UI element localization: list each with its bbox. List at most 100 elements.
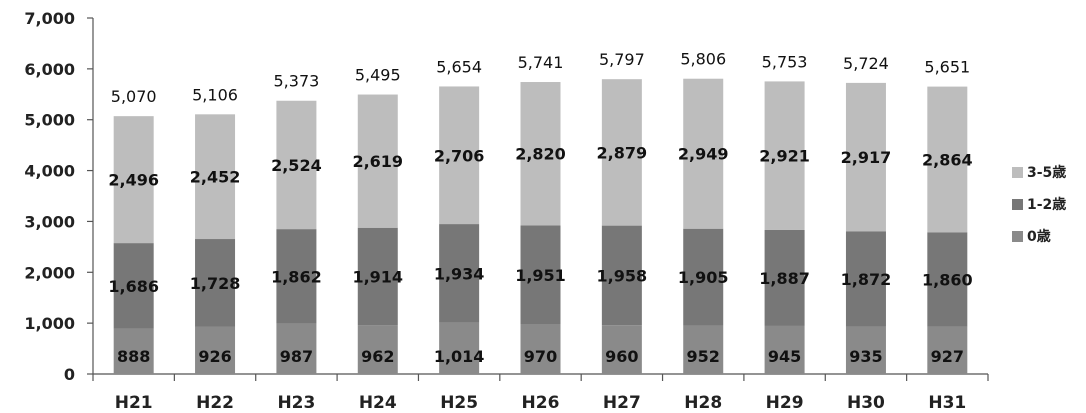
y-tick-label: 0 (64, 365, 75, 384)
x-axis: H21 H22 H23 H24 H25 H26 H27 H28 H29 H30 H31 (92, 373, 989, 413)
bar-segment (683, 228, 724, 326)
bar-segment (520, 82, 561, 226)
total-value-label: 5,741 (518, 53, 564, 72)
segment-value-label: 1,951 (515, 266, 566, 285)
x-tick-label: H30 (847, 393, 885, 413)
bar-segment (764, 229, 805, 326)
bar-segment (439, 322, 480, 374)
x-tick-label: H23 (277, 393, 315, 413)
bar-segment (195, 239, 236, 327)
total-value-label: 5,651 (924, 58, 970, 77)
x-tick-label: H22 (196, 393, 234, 413)
bar-segment (845, 326, 886, 374)
segment-value-label: 1,686 (108, 277, 159, 296)
total-value-label: 5,654 (436, 57, 482, 76)
bar-segment (601, 325, 642, 374)
x-tick-label: H27 (603, 393, 641, 413)
bar-segment (276, 229, 317, 324)
legend-swatch (1012, 167, 1023, 178)
legend-label: 0歳 (1027, 228, 1051, 245)
legend-item: 3-5歳 (1012, 164, 1066, 181)
bar-segment (357, 325, 398, 374)
y-axis: 0 1,000 2,000 3,000 4,000 5,000 6,000 7,000 (24, 9, 94, 384)
total-value-label: 5,724 (843, 54, 889, 73)
segment-value-label: 2,496 (108, 171, 159, 190)
bar-segment (113, 116, 154, 244)
legend-item: 0歳 (1012, 228, 1051, 245)
bar-segment (845, 82, 886, 232)
y-tick-label: 7,000 (24, 9, 75, 28)
segment-value-label: 2,820 (515, 145, 566, 164)
segment-value-label: 1,860 (922, 271, 973, 290)
legend: 3-5歳 1-2歳 0歳 (1012, 164, 1066, 245)
segment-value-label: 2,619 (352, 152, 403, 171)
legend-item: 1-2歳 (1012, 196, 1066, 213)
bar-segment (276, 323, 317, 374)
x-tick-label: H31 (928, 393, 966, 413)
x-tick-label: H24 (359, 393, 397, 413)
x-tick-label: H28 (684, 393, 722, 413)
legend-swatch (1012, 231, 1023, 242)
bar-segment (683, 325, 724, 374)
segment-value-label: 960 (605, 347, 638, 366)
segment-value-label: 1,905 (678, 268, 729, 287)
total-value-label: 5,373 (274, 72, 320, 91)
x-tick-label: H29 (766, 393, 804, 413)
segment-value-label: 1,914 (352, 267, 403, 286)
bars (113, 78, 968, 374)
x-tick-label: H25 (440, 393, 478, 413)
bar-segment (764, 325, 805, 374)
segment-value-label: 970 (524, 347, 557, 366)
segment-value-label: 1,862 (271, 267, 322, 286)
segment-value-label: 2,524 (271, 156, 322, 175)
bar-segment (927, 232, 968, 327)
y-tick-label: 6,000 (24, 60, 75, 79)
legend-swatch (1012, 199, 1023, 210)
segment-value-label: 2,452 (190, 168, 241, 187)
segment-value-label: 2,921 (759, 147, 810, 166)
segment-value-label: 2,879 (597, 143, 648, 162)
segment-value-label: 2,917 (841, 148, 892, 167)
y-tick-label: 4,000 (24, 162, 75, 181)
bar-segment (601, 79, 642, 226)
legend-label: 3-5歳 (1027, 164, 1066, 181)
bar-segment (357, 227, 398, 326)
segment-value-label: 2,864 (922, 150, 973, 169)
segment-value-label: 1,728 (190, 274, 241, 293)
bar-segment (439, 224, 480, 323)
y-tick-label: 1,000 (24, 314, 75, 333)
legend-label: 1-2歳 (1027, 196, 1066, 213)
y-tick-label: 3,000 (24, 212, 75, 231)
segment-value-label: 1,014 (434, 347, 485, 366)
total-value-label: 5,495 (355, 66, 401, 85)
bar-segment (276, 100, 317, 230)
data-labels: 888 1,686 2,496 5,070 926 1,728 2,452 5,106 987 1… (108, 50, 972, 366)
bar-segment (520, 324, 561, 374)
segment-value-label: 2,706 (434, 146, 485, 165)
bar-segment (195, 114, 236, 240)
total-value-label: 5,753 (762, 52, 808, 71)
total-value-label: 5,106 (192, 85, 238, 104)
bar-segment (195, 326, 236, 374)
segment-value-label: 888 (117, 347, 150, 366)
bar-segment (683, 78, 724, 229)
segment-value-label: 1,958 (597, 266, 648, 285)
bar-segment (845, 231, 886, 327)
bar-segment (113, 328, 154, 374)
y-tick-label: 5,000 (24, 111, 75, 130)
bar-segment (927, 326, 968, 374)
segment-value-label: 1,872 (841, 270, 892, 289)
x-tick-label: H21 (115, 393, 153, 413)
bar-segment (520, 225, 561, 325)
segment-value-label: 987 (280, 347, 313, 366)
segment-value-label: 962 (361, 347, 394, 366)
segment-value-label: 945 (768, 347, 801, 366)
total-value-label: 5,797 (599, 50, 645, 69)
segment-value-label: 1,934 (434, 264, 485, 283)
segment-value-label: 926 (198, 347, 231, 366)
bar-segment (439, 86, 480, 225)
segment-value-label: 935 (849, 347, 882, 366)
total-value-label: 5,070 (111, 87, 157, 106)
bar-segment (927, 86, 968, 233)
